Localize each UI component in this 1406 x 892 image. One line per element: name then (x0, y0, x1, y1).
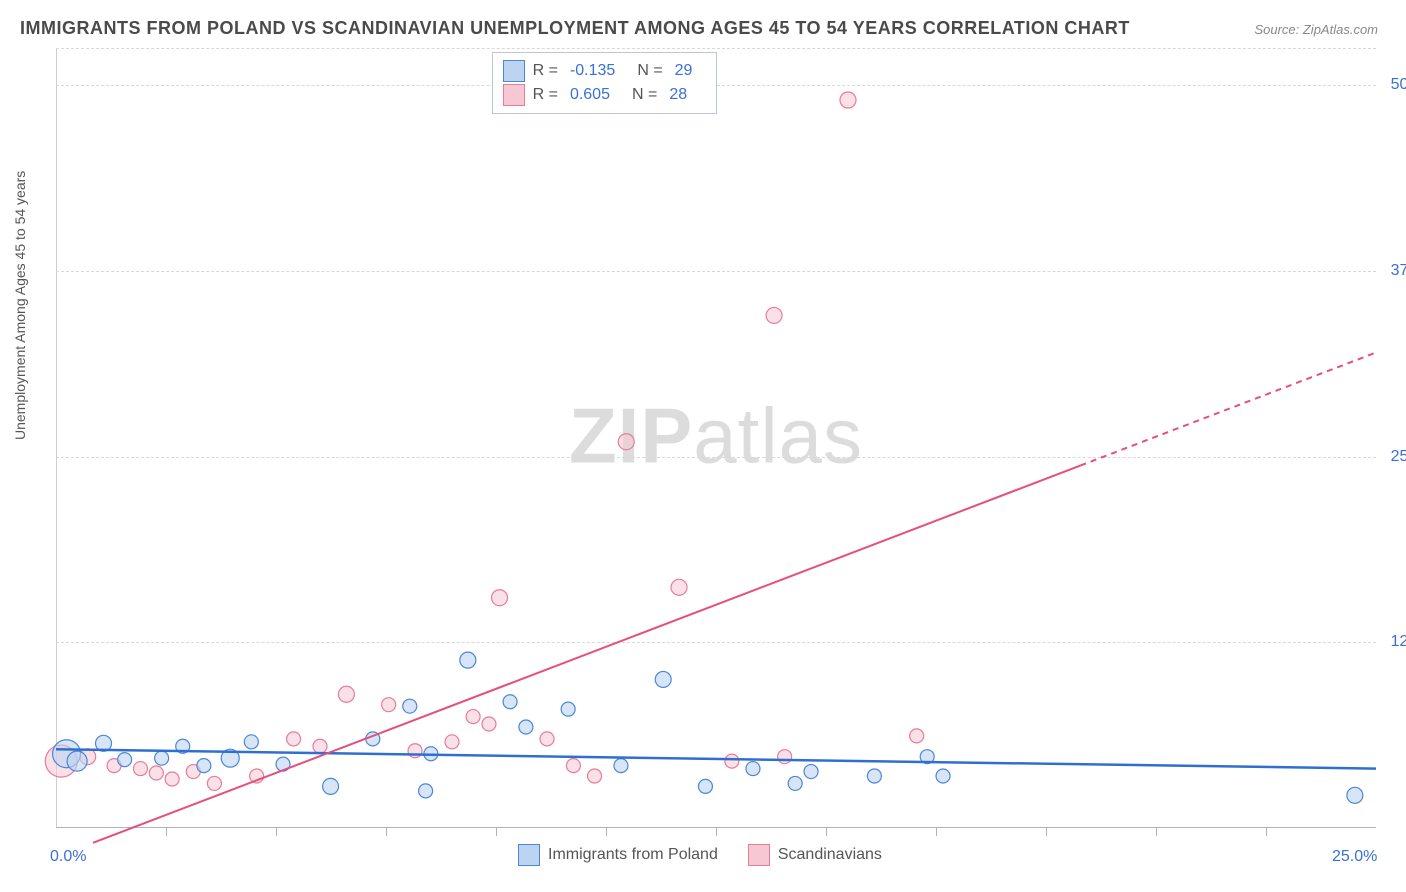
chart-plot-area: ZIPatlas 12.5%25.0%37.5%50.0% R = -0.135… (56, 48, 1376, 828)
y-tick-label: 25.0% (1391, 448, 1406, 466)
chart-title: IMMIGRANTS FROM POLAND VS SCANDINAVIAN U… (20, 18, 1130, 39)
scatter-svg (56, 48, 1376, 828)
correlation-legend: R = -0.135 N = 29 R = 0.605 N = 28 (492, 52, 718, 114)
legend-r-pink: 0.605 (566, 83, 624, 107)
y-tick-label: 12.5% (1391, 633, 1406, 651)
series-legend: Immigrants from Poland Scandinavians (518, 844, 882, 866)
legend-label-pink: Scandinavians (778, 846, 882, 864)
swatch-pink (748, 844, 770, 866)
x-tick-label-min: 0.0% (50, 848, 86, 866)
source-attribution: Source: ZipAtlas.com (1254, 22, 1378, 37)
legend-r-label: R = (533, 59, 558, 83)
y-axis-label: Unemployment Among Ages 45 to 54 years (12, 171, 28, 440)
legend-label-blue: Immigrants from Poland (548, 846, 718, 864)
swatch-blue (518, 844, 540, 866)
x-tick-label-max: 25.0% (1332, 848, 1377, 866)
legend-item-blue: Immigrants from Poland (518, 844, 718, 866)
legend-n-label: N = (637, 59, 662, 83)
legend-n-pink: 28 (665, 83, 701, 107)
legend-row-blue: R = -0.135 N = 29 (503, 59, 707, 83)
legend-n-label: N = (632, 83, 657, 107)
y-tick-label: 37.5% (1391, 262, 1406, 280)
legend-r-blue: -0.135 (566, 59, 629, 83)
legend-n-blue: 29 (671, 59, 707, 83)
legend-row-pink: R = 0.605 N = 28 (503, 83, 707, 107)
y-tick-label: 50.0% (1391, 76, 1406, 94)
swatch-blue (503, 60, 525, 82)
legend-r-label: R = (533, 83, 558, 107)
swatch-pink (503, 84, 525, 106)
legend-item-pink: Scandinavians (748, 844, 882, 866)
